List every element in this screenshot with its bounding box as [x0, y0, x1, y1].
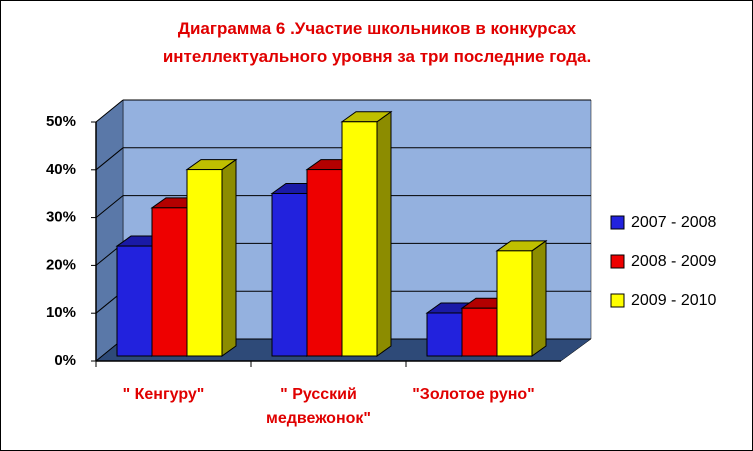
bar-front: [116, 245, 153, 357]
bar-front: [306, 169, 343, 357]
legend-label: 2008 - 2009: [631, 253, 717, 270]
y-tick-label: 0%: [54, 352, 76, 369]
bar-front: [271, 192, 308, 357]
grid-line: [95, 99, 124, 123]
bar: [495, 239, 548, 357]
legend-swatch: [610, 254, 625, 269]
x-tick-label: " Кенгуру": [122, 386, 205, 403]
y-tick-label: 50%: [46, 113, 76, 130]
bar: [340, 110, 393, 357]
legend-swatch: [610, 215, 625, 230]
bar-front: [151, 207, 188, 357]
legend-label: 2009 - 2010: [631, 292, 717, 309]
bar-front: [496, 250, 533, 357]
grid-line: [95, 195, 124, 218]
legend-swatch: [610, 293, 625, 308]
y-tick-label: 10%: [46, 304, 76, 321]
bar-side: [221, 158, 237, 357]
bar-front: [461, 307, 498, 357]
bar: [185, 158, 238, 357]
bar-side: [376, 110, 392, 357]
bar-front: [186, 169, 223, 357]
x-tick-label: "Золотое руно": [412, 386, 535, 403]
y-tick-label: 30%: [46, 209, 76, 226]
chart-title: Диаграмма 6 .Участие школьников в конкур…: [162, 19, 592, 66]
y-tick-label: 20%: [46, 256, 76, 273]
x-tick-label: " Русский медвежонок": [266, 386, 371, 427]
y-tick-label: 40%: [46, 161, 76, 178]
legend-label: 2007 - 2008: [631, 214, 717, 231]
bar-side: [531, 239, 547, 357]
grid-line: [95, 147, 124, 171]
bar-front: [426, 312, 463, 357]
bar-front: [341, 121, 378, 357]
